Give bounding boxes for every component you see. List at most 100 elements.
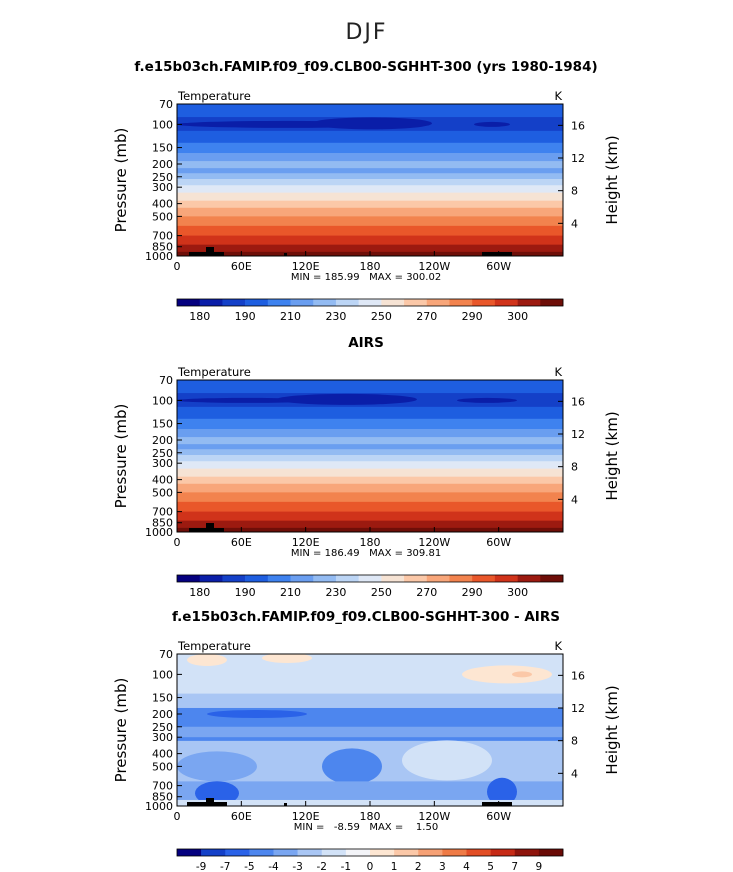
- y-right-axis-label: Height (km): [603, 135, 621, 224]
- colorbar-swatch: [514, 849, 540, 856]
- y-tick-label: 150: [152, 418, 173, 431]
- terrain-mask: [206, 798, 214, 806]
- colorbar-swatch: [335, 575, 359, 582]
- units-label: K: [554, 639, 562, 653]
- x-tick-label: 180: [360, 536, 381, 549]
- colorbar-swatch: [540, 575, 564, 582]
- colorbar-label: 190: [235, 586, 256, 599]
- colorbar-label: -5: [244, 861, 254, 872]
- colorbar-label: 300: [507, 310, 528, 323]
- colorbar-swatch: [267, 299, 291, 306]
- y-tick-label: 400: [152, 474, 173, 487]
- heatmap-field: [177, 380, 563, 532]
- temperature-band: [177, 161, 563, 169]
- y-right-tick-label: 8: [571, 735, 578, 748]
- min-max-stats: MIN = -8.59 MAX = 1.50: [294, 822, 438, 833]
- x-tick-label: 60E: [231, 260, 252, 273]
- colorbar-swatch: [335, 299, 359, 306]
- difference-patch: [262, 654, 312, 663]
- colorbar-label: 2: [415, 861, 422, 872]
- y-tick-label: 100: [152, 118, 173, 131]
- y-tick-label: 250: [152, 721, 173, 734]
- colorbar-swatch: [222, 575, 246, 582]
- difference-band: [177, 781, 563, 800]
- temperature-band: [177, 429, 563, 438]
- colorbar-label: 290: [462, 586, 483, 599]
- x-tick-label: 120E: [292, 260, 320, 273]
- y-right-axis-label: Height (km): [603, 411, 621, 500]
- colorbar-swatch: [490, 849, 516, 856]
- colorbar-label: 230: [325, 586, 346, 599]
- colorbar-label: 300: [507, 586, 528, 599]
- difference-patch: [462, 665, 552, 684]
- min-max-stats: MIN = 186.49 MAX = 309.81: [291, 548, 441, 559]
- colorbar-swatch: [273, 849, 298, 856]
- colorbar-swatch: [297, 849, 323, 856]
- colorbar-swatch: [199, 299, 223, 306]
- temperature-band: [177, 455, 563, 462]
- y-right-tick-label: 12: [571, 152, 585, 165]
- y-tick-label: 400: [152, 198, 173, 211]
- y-tick-label: 850: [152, 791, 173, 804]
- colorbar-label: -7: [220, 861, 230, 872]
- difference-band: [177, 726, 563, 738]
- colorbar-swatch: [249, 849, 274, 856]
- temperature-band: [177, 449, 563, 456]
- min-max-stats: MIN = 185.99 MAX = 300.02: [291, 272, 441, 283]
- x-tick-label: 180: [360, 810, 381, 823]
- x-tick-label: 0: [174, 260, 181, 273]
- colorbar-swatch: [381, 575, 405, 582]
- colorbar-swatch: [466, 849, 491, 856]
- y-right-tick-label: 16: [571, 395, 585, 408]
- y-tick-label: 400: [152, 748, 173, 761]
- y-tick-label: 500: [152, 760, 173, 773]
- difference-patch: [322, 748, 382, 785]
- cold-region: [457, 397, 517, 403]
- y-tick-label: 100: [152, 394, 173, 407]
- y-axis-label: Pressure (mb): [112, 404, 130, 509]
- colorbar-label: 270: [416, 310, 437, 323]
- colorbar-swatch: [449, 575, 473, 582]
- colorbar-label: 270: [416, 586, 437, 599]
- colorbar-swatch: [418, 849, 443, 856]
- heatmap-field: [177, 654, 563, 806]
- units-label: K: [554, 365, 562, 379]
- temperature-band: [177, 444, 563, 450]
- y-tick-label: 150: [152, 692, 173, 705]
- colorbar-swatch: [442, 849, 467, 856]
- colorbar-swatch: [538, 849, 564, 856]
- chart-panel-1: f.e15b03ch.FAMIP.f09_f09.CLB00-SGHHT-300…: [112, 59, 621, 323]
- y-right-tick-label: 4: [571, 767, 578, 780]
- x-tick-label: 120W: [418, 536, 450, 549]
- colorbar-swatch: [290, 299, 314, 306]
- colorbar-swatch: [472, 575, 496, 582]
- x-tick-label: 60W: [486, 810, 511, 823]
- y-tick-label: 500: [152, 210, 173, 223]
- colorbar-label: 180: [189, 310, 210, 323]
- colorbar-label: 9: [536, 861, 543, 872]
- temperature-band: [177, 461, 563, 470]
- y-tick-label: 300: [152, 457, 173, 470]
- y-tick-label: 70: [159, 374, 173, 387]
- field-label: Temperature: [177, 365, 251, 379]
- temperature-band: [177, 476, 563, 485]
- page-title: DJF: [345, 20, 388, 45]
- temperature-band: [177, 235, 563, 246]
- y-right-tick-label: 4: [571, 493, 578, 506]
- colorbar-label: 230: [325, 310, 346, 323]
- colorbar-swatch: [267, 575, 291, 582]
- colorbar-label: 210: [280, 310, 301, 323]
- cold-region: [312, 117, 432, 130]
- y-tick-label: 700: [152, 780, 173, 793]
- colorbar-swatch: [345, 849, 371, 856]
- terrain-mask: [202, 529, 216, 532]
- difference-patch: [402, 740, 492, 781]
- colorbar-swatch: [313, 299, 337, 306]
- y-tick-label: 150: [152, 142, 173, 155]
- colorbar-label: -3: [292, 861, 302, 872]
- colorbar-label: -9: [196, 861, 206, 872]
- colorbar-swatch: [199, 575, 223, 582]
- colorbar-swatch: [426, 575, 450, 582]
- colorbar-swatch: [290, 575, 314, 582]
